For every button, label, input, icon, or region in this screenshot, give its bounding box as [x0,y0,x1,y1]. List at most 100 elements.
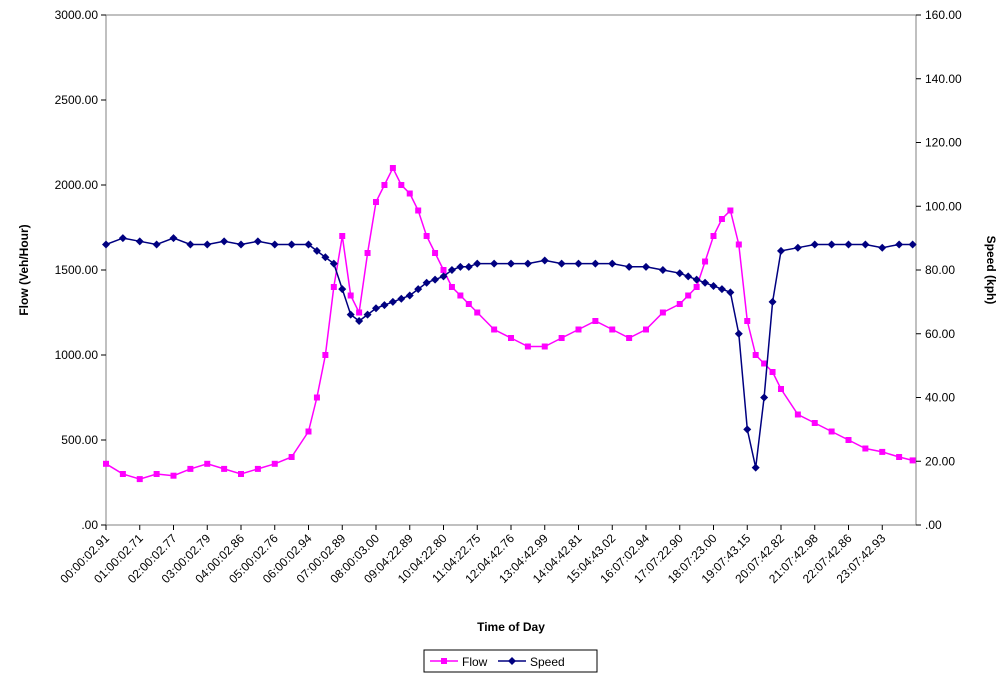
y2-tick-label: 140.00 [925,72,962,86]
series-speed-point [422,278,431,287]
series-speed-point [186,240,195,249]
series-speed-point [397,294,406,303]
series-speed-point [152,240,161,249]
series-flow-point [626,335,633,341]
series-flow-point [305,428,312,435]
series-speed-point [717,285,726,294]
series-flow-point [862,445,869,452]
y2-tick-label: 80.00 [925,263,955,277]
series-flow-point [457,292,464,299]
series-speed-point [701,278,710,287]
series-flow-point [769,369,776,375]
series-flow-point [170,472,177,479]
series-speed-point [220,237,229,246]
series-flow-point [718,216,725,222]
series-flow-point [339,233,346,239]
series-speed-point [574,259,583,268]
y2-tick-label: 120.00 [925,136,962,150]
series-speed-point [540,256,549,265]
series-flow-point [702,258,709,265]
series-flow-point [288,454,295,460]
series-flow-point [271,460,278,467]
series-speed-point [768,297,777,306]
series-flow-point [761,360,768,367]
series-speed-point [726,288,735,297]
series-speed-point [591,259,600,268]
series-speed-point [827,240,836,249]
series-speed-point [734,329,743,338]
series-flow-point [364,250,371,256]
series-speed-point [338,285,347,294]
series-speed-point [557,259,566,268]
series-speed-point [608,259,617,268]
series-flow-point [474,309,481,316]
series-flow-point [558,335,565,341]
series-flow-point [381,182,388,188]
series-flow-point [659,309,666,316]
series-flow-point [643,326,649,333]
y-tick-label: .00 [81,518,98,532]
y2-tick-label: .00 [925,518,942,532]
series-flow-point [735,241,742,248]
series-speed-point [203,240,212,249]
series-speed-point [743,425,752,434]
series-speed-point [810,240,819,249]
series-speed-point [675,269,684,278]
series-speed-point [363,310,372,319]
y-axis-title: Flow (Veh/Hour) [17,224,31,315]
series-speed-point [346,310,355,319]
series-speed-point [312,246,321,255]
series-speed-point [464,262,473,271]
series-flow-point [153,471,160,477]
series-flow-point [423,233,430,239]
series-flow-point [103,460,109,467]
series-speed-point [861,240,870,249]
y-tick-label: 1000.00 [55,348,99,362]
series-speed-point [237,240,245,249]
series-speed-point [709,281,718,290]
series-flow-point [896,454,903,460]
series-speed-point [523,259,532,268]
series-flow-point [389,165,396,171]
series-speed-point [388,297,397,306]
y-tick-label: 500.00 [61,433,98,447]
series-speed-point [355,317,364,325]
series-flow-point [136,476,143,483]
series-speed-point [456,262,465,271]
series-flow-point [465,301,472,307]
series-flow-point [710,233,717,239]
series-flow-point [322,352,329,358]
y-tick-label: 2500.00 [55,93,99,107]
series-flow-point [373,199,379,205]
series-flow-point [609,326,616,333]
series-speed-point [447,266,456,274]
series-speed-point [414,285,423,294]
legend-speed-marker [508,657,516,665]
series-speed-point [793,243,802,252]
series-flow-point [238,471,244,477]
series-speed-point [304,240,313,249]
series-speed-point [135,237,144,246]
y-axis-right: .00 20.00 40.00 60.00 80.00 100.00 120.00 140.0… [916,8,962,532]
plot-area [105,14,917,526]
series-flow-point [909,457,916,464]
series-flow-point [727,207,734,214]
series-speed-point [380,301,389,310]
series-speed-point [372,304,380,313]
series-speed-point [684,272,693,281]
series-flow-point [752,352,759,358]
series-flow-point [406,190,413,197]
series-flow-point [744,318,751,324]
series-speed-point [431,275,440,284]
y-axis-left: .00 500.00 1000.00 1500.00 2000.00 2500.00 300… [55,8,106,532]
series-flow-point [491,326,498,333]
x-axis: 00:00:02.9101:00:02.7102:00:02.7703:00:0… [57,525,889,586]
series-layer [102,165,917,483]
y-tick-label: 1500.00 [55,263,99,277]
legend-flow-label: Flow [462,655,488,669]
series-flow-point [254,465,261,472]
series-flow-point [685,292,692,299]
series-flow-point [811,420,818,426]
series-speed-point [118,234,127,243]
